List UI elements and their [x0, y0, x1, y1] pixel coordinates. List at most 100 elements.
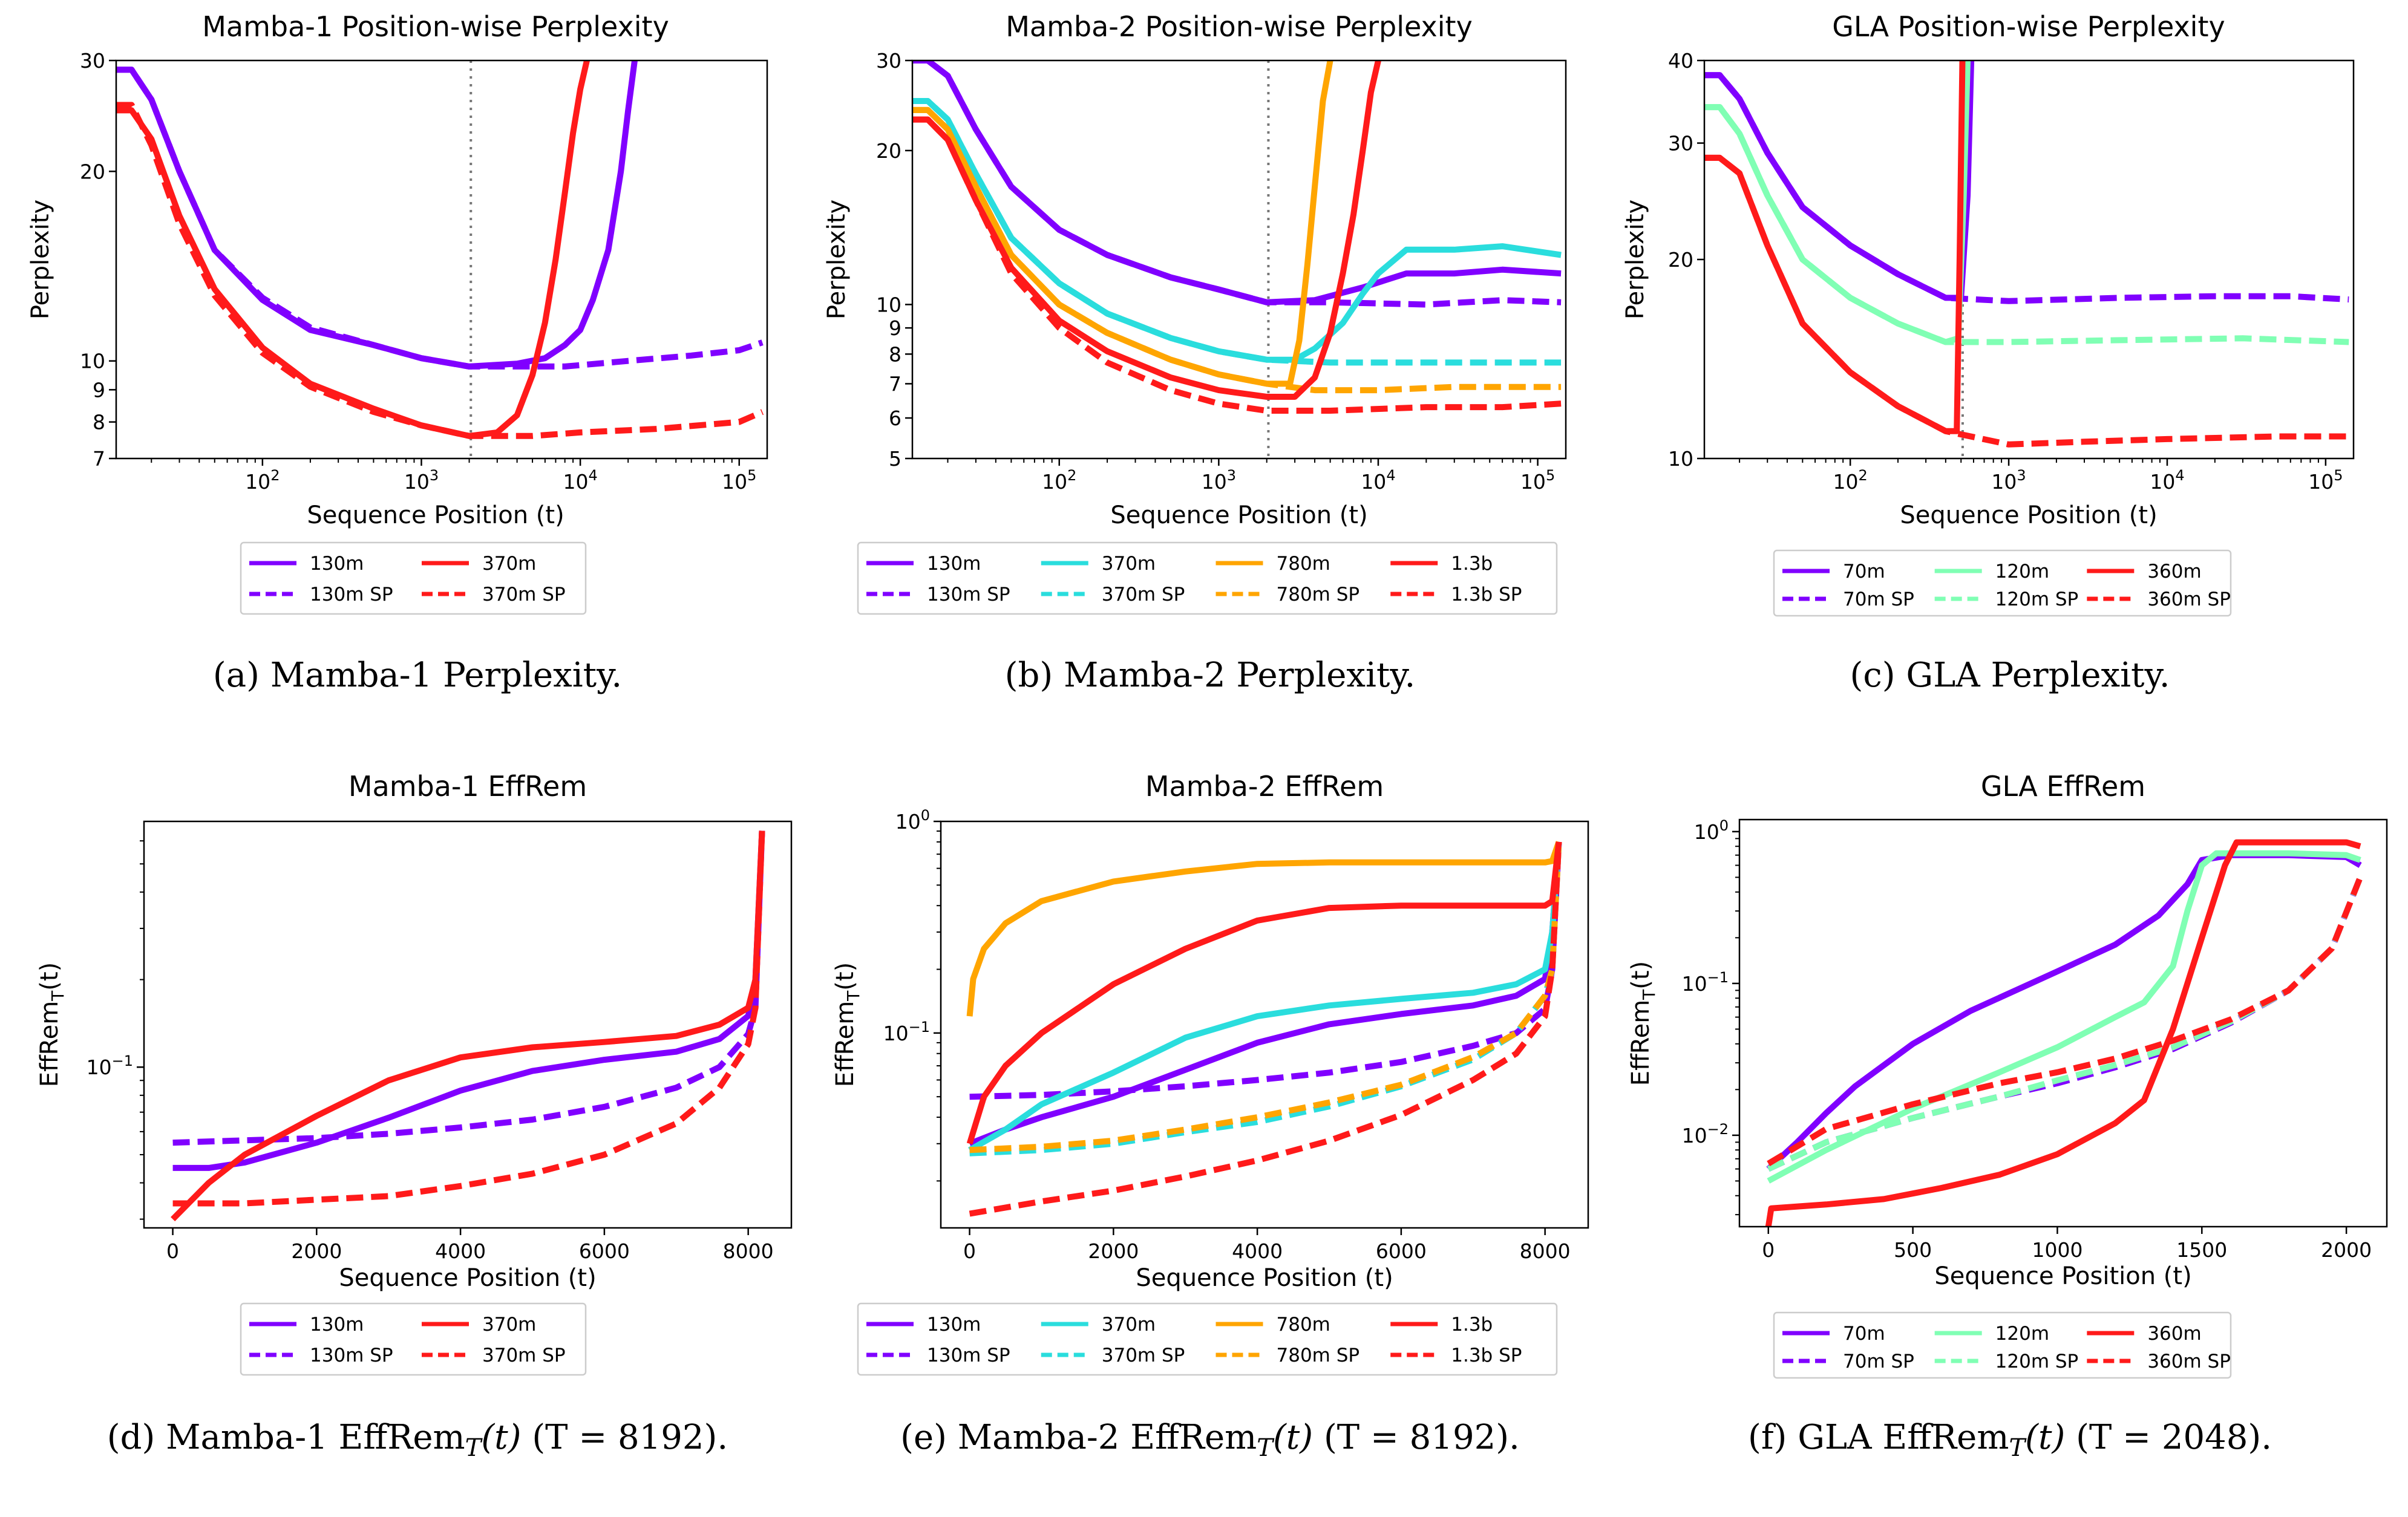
- series-line-70m: [1766, 852, 2362, 1172]
- x-tick-label: 102: [1042, 467, 1076, 494]
- x-tick-base: 10: [722, 470, 747, 494]
- legend-label: 120m SP: [1995, 1351, 2079, 1372]
- x-tick-exp: 2: [1859, 467, 1868, 484]
- x-tick-label: 102: [245, 467, 280, 494]
- y-tick-label: 40: [1668, 49, 1693, 73]
- x-tick-label: 103: [1202, 467, 1236, 494]
- series-line-360m-SP: [1704, 154, 2349, 448]
- x-axis-label: Sequence Position (t): [1110, 501, 1367, 529]
- y-tick-exp: −1: [1707, 969, 1729, 986]
- series-line-370m-SP: [116, 102, 764, 439]
- series-line-130m: [116, 60, 638, 370]
- y-tick-label: 30: [1668, 132, 1693, 155]
- y-tick-label: 10−2: [1682, 1121, 1729, 1147]
- series-group: [966, 841, 1562, 1217]
- x-tick-exp: 5: [2334, 467, 2343, 484]
- y-tick-label: 8: [889, 342, 901, 366]
- y-label-base: EffRem: [831, 1001, 859, 1087]
- x-tick-base: 10: [1361, 470, 1386, 494]
- series-line-130m-SP: [172, 830, 765, 1146]
- series-line-130m: [172, 830, 765, 1171]
- series-line-120m: [1767, 850, 2361, 1184]
- x-tick-exp: 4: [1386, 467, 1395, 484]
- x-tick-base: 10: [1520, 470, 1546, 494]
- legend-label: 1.3b SP: [1451, 1345, 1522, 1366]
- caption-base: (d) Mamba-1 EffRem: [107, 1418, 465, 1457]
- legend-label: 370m SP: [1102, 584, 1185, 605]
- x-tick-exp: 5: [1546, 467, 1555, 484]
- legend: 130m 130m SP 370m 370m SP: [240, 1302, 587, 1376]
- series-group: [1765, 839, 2363, 1227]
- y-tick-label: 5: [889, 447, 901, 471]
- series-line-1p3b-SP: [912, 116, 1562, 414]
- legend-label: 120m: [1995, 1323, 2049, 1345]
- chart-d: Mamba-1 EffRem 0 2000 4000 6000 8000 10−1 Seque…: [36, 770, 793, 1462]
- legend-label: 130m SP: [310, 584, 393, 605]
- legend-label: 130m: [310, 1314, 364, 1336]
- x-tick-exp: 5: [747, 467, 756, 484]
- x-tick-label: 2000: [1088, 1239, 1139, 1263]
- legend-label: 130m: [310, 553, 364, 575]
- series-line-370m-SP: [969, 841, 1562, 1157]
- series-line-1p3b: [966, 841, 1562, 1145]
- legend-frame: [240, 1302, 587, 1376]
- y-tick-label: 10−1: [87, 1052, 133, 1079]
- legend-label: 780m: [1277, 1314, 1330, 1336]
- y-tick-exp: 0: [921, 807, 930, 824]
- y-axis-label: Perplexity: [27, 200, 54, 319]
- x-tick-base: 10: [1202, 470, 1227, 494]
- x-tick-base: 10: [1833, 470, 1859, 494]
- y-tick-label: 6: [889, 406, 901, 430]
- x-tick-label: 4000: [1232, 1239, 1283, 1263]
- x-tick-label: 8000: [1520, 1239, 1571, 1263]
- legend-label: 1.3b: [1451, 553, 1493, 575]
- legend-label: 360m: [2147, 561, 2201, 582]
- y-tick-label: 9: [93, 378, 105, 402]
- legend-label: 120m SP: [1995, 589, 2079, 610]
- x-tick-label: 8000: [723, 1239, 774, 1263]
- legend-label: 370m SP: [1102, 1345, 1185, 1366]
- x-tick-label: 104: [1361, 467, 1395, 494]
- caption-sub: T: [1257, 1434, 1275, 1462]
- figure-caption: (b) Mamba-2 Perplexity.: [1005, 656, 1416, 695]
- series-line-780m-SP: [912, 106, 1562, 394]
- series-line-780m: [966, 841, 1562, 1017]
- y-tick-label: 7: [93, 447, 105, 471]
- y-tick-base: 10: [895, 810, 921, 834]
- x-tick-label: 105: [2308, 467, 2343, 494]
- x-tick-label: 1000: [2032, 1238, 2082, 1262]
- y-axis-label: EffRemT(t): [36, 962, 68, 1087]
- legend-label: 780m SP: [1277, 1345, 1360, 1366]
- x-tick-label: 6000: [579, 1239, 630, 1263]
- y-tick-label: 10: [1668, 447, 1693, 471]
- x-tick-label: 4000: [435, 1239, 486, 1263]
- y-label-sub: T: [1639, 989, 1659, 1000]
- y-tick-label: 10−1: [1682, 969, 1729, 996]
- x-tick-exp: 3: [2017, 467, 2026, 484]
- legend-label: 130m SP: [927, 584, 1010, 605]
- chart-title: GLA Position-wise Perplexity: [1832, 10, 2225, 43]
- x-tick-label: 104: [563, 467, 597, 494]
- figure-caption: (e) Mamba-2 EffRemT(t) (T = 8192).: [900, 1418, 1520, 1462]
- y-tick-base: 10: [1694, 820, 1719, 844]
- legend: 70m 70m SP 120m 120m SP 360m 360m SP: [1773, 1311, 2232, 1379]
- y-tick-label: 20: [80, 160, 105, 183]
- y-tick-exp: −1: [112, 1052, 133, 1069]
- series-line-70m-SP: [1767, 876, 2363, 1172]
- caption-sub: T: [2009, 1434, 2027, 1462]
- caption-arg: (t): [481, 1418, 521, 1457]
- legend-label: 130m SP: [927, 1345, 1010, 1366]
- plot-frame: [940, 820, 1589, 1229]
- x-tick-label: 105: [1520, 467, 1555, 494]
- legend-frame: [1773, 1311, 2232, 1379]
- caption-tail: (T = 8192).: [522, 1418, 728, 1457]
- caption-sub: T: [465, 1434, 483, 1462]
- chart-title: Mamba-1 EffRem: [348, 770, 587, 803]
- caption-arg: (t): [2025, 1418, 2065, 1457]
- series-group: [1704, 60, 2349, 448]
- series-line-1p3b-SP: [969, 841, 1562, 1217]
- x-tick-base: 10: [1042, 470, 1067, 494]
- y-label-base: EffRem: [1627, 1000, 1655, 1086]
